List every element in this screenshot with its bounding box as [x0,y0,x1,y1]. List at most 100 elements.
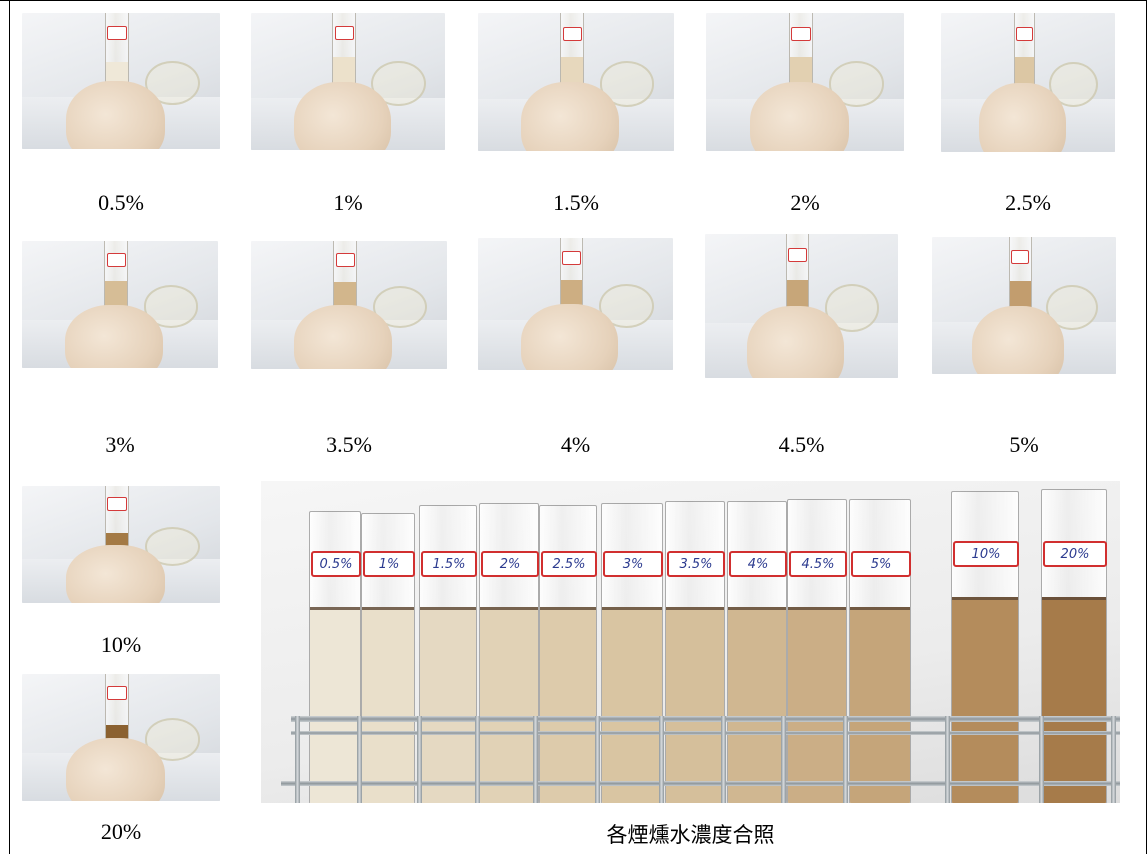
rack-post [475,716,480,803]
comparison-tube-label: 0.5% [311,551,361,577]
grid-photo [478,238,673,370]
grid-photo [706,13,904,151]
comparison-tube-liquid [666,607,724,803]
comparison-tube-label: 4% [729,551,787,577]
comparison-tube-liquid [362,607,414,803]
comparison-test-tube [849,499,911,803]
comparison-tube-meniscus [362,607,414,610]
photo-caption: 3% [105,432,135,457]
comparison-tube-label: 5% [851,551,911,577]
tube-label [1011,250,1030,265]
comparison-test-tube [1041,489,1107,803]
gloved-hand [294,305,393,369]
grid-photo [941,13,1115,152]
rack-post [595,716,600,803]
rack-rail [291,731,1120,735]
gloved-hand [65,304,164,368]
comparison-tube-meniscus [540,607,596,610]
comparison-tube-liquid [480,607,538,803]
gloved-hand [293,81,391,150]
comparison-tube-label: 20% [1043,541,1107,567]
gloved-hand [520,304,619,370]
comparison-tube-liquid [788,607,846,803]
comparison-tube-label: 2% [481,551,539,577]
rack-post [533,716,538,803]
tube-label [562,250,582,265]
rack-post [781,716,786,803]
photo-caption: 3.5% [326,432,372,457]
comparison-tube-label: 10% [953,541,1019,567]
tube-label [791,26,811,41]
rack-post [357,716,362,803]
frame-top-line [0,0,1147,1]
rack-post [295,716,300,803]
photo-caption: 2% [790,190,820,215]
gloved-hand [65,81,165,149]
photo-caption: 1% [333,190,363,215]
frame-left-line [9,0,10,854]
gloved-hand [521,82,620,151]
comparison-tube-meniscus [666,607,724,610]
gloved-hand [65,737,165,801]
comparison-tube-meniscus [480,607,538,610]
comparison-test-tube [727,501,787,803]
grid-photo [478,13,674,151]
tube-label [335,253,355,268]
gloved-hand [972,305,1065,374]
tube-label [788,248,807,263]
grid-photo [251,241,447,369]
photo-caption: 5% [1009,432,1039,457]
rack-post [417,716,422,803]
gloved-hand [65,544,165,603]
tube-label [107,26,127,41]
rack-post [721,716,726,803]
photo-caption: 1.5% [553,190,599,215]
comparison-caption: 各煙燻水濃度合照 [606,823,775,847]
comparison-tube-liquid [952,597,1018,803]
comparison-tube-label: 1.5% [421,551,477,577]
comparison-tube-meniscus [850,607,910,610]
grid-photo [22,241,218,368]
comparison-test-tube [951,491,1019,803]
photo-caption: 10% [100,632,142,657]
column-photo [22,486,220,603]
photo-caption: 4.5% [778,432,825,457]
grid-photo [932,237,1116,374]
comparison-test-tube [601,503,663,803]
comparison-photo: 0.5% 1% 1.5% 2% 2.5% 3% 3.5% 4% 4.5% 5% 10% 20% [261,481,1120,803]
comparison-tube-liquid [310,607,360,803]
rack-post [1039,716,1044,803]
comparison-tube-meniscus [788,607,846,610]
grid-photo [22,13,220,149]
tube-label [334,26,354,41]
comparison-tube-label: 4.5% [789,551,847,577]
tube-label [107,497,127,512]
rack-rail [281,781,1120,786]
tube-label [562,26,582,41]
comparison-test-tube [479,503,539,803]
grid-photo [251,13,445,150]
rack-post [1111,716,1116,803]
photo-caption: 4% [560,432,591,457]
comparison-test-tube [665,501,725,803]
comparison-tube-liquid [728,607,786,803]
photo-caption: 20% [100,819,142,844]
column-photo [22,674,220,801]
comparison-tube-label: 2.5% [541,551,597,577]
gloved-hand [979,82,1067,152]
tube-label [106,253,126,268]
comparison-tube-liquid [420,607,476,803]
comparison-tube-liquid [540,607,596,803]
comparison-tube-label: 3% [603,551,663,577]
comparison-tube-meniscus [728,607,786,610]
comparison-test-tube [787,499,847,803]
beaker [1048,61,1099,108]
comparison-tube-meniscus [1042,597,1106,600]
rack-rail [291,716,1120,722]
comparison-tube-liquid [602,607,662,803]
gloved-hand [747,306,844,378]
grid-photo [705,234,898,378]
comparison-tube-meniscus [420,607,476,610]
rack-post [945,716,950,803]
comparison-tube-meniscus [952,597,1018,600]
